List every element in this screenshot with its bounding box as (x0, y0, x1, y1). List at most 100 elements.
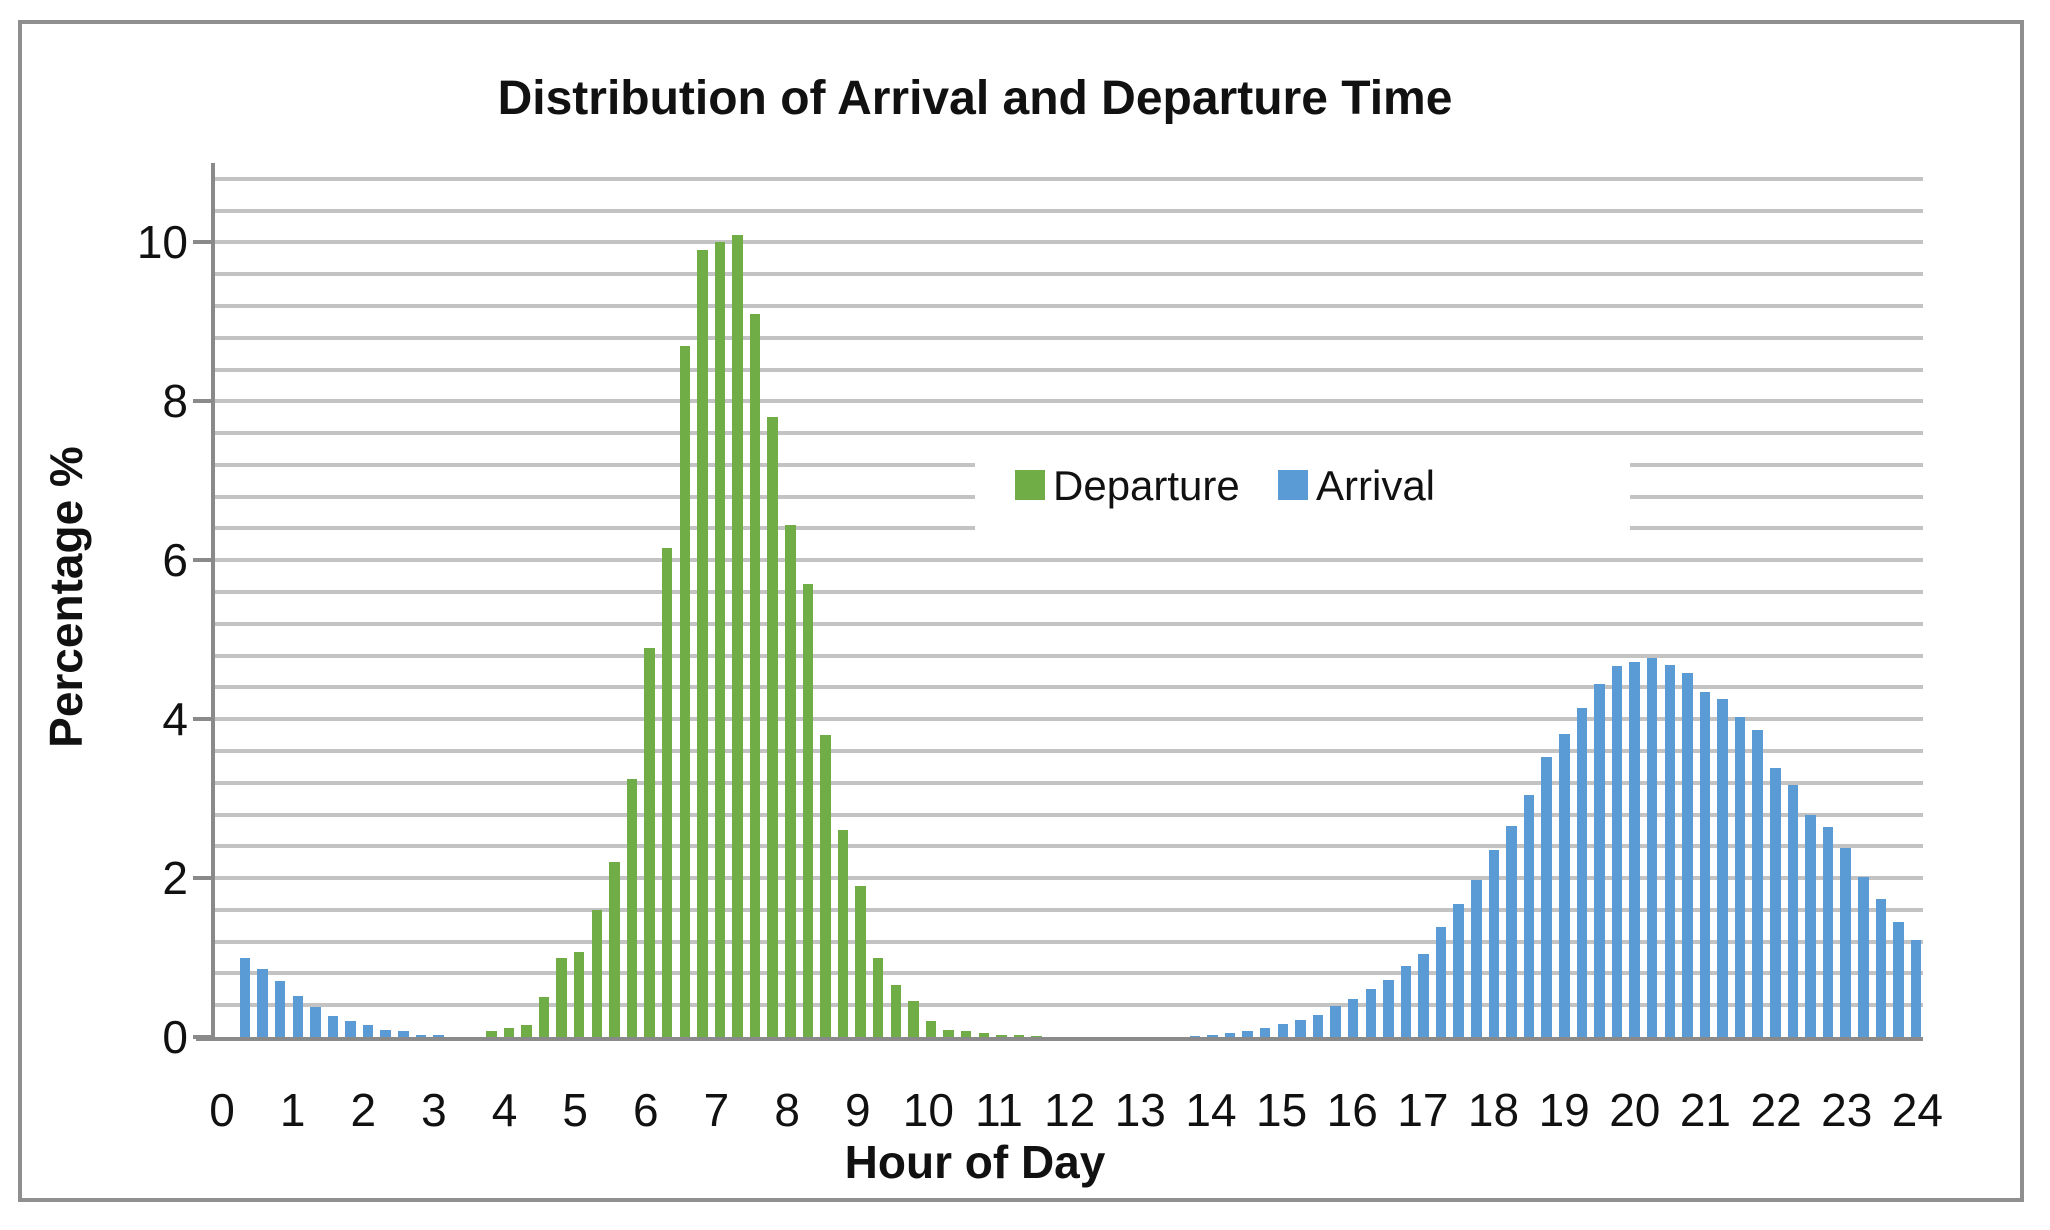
y-axis-tick (193, 717, 211, 722)
bar-arrival (1347, 998, 1359, 1037)
bar-departure (960, 1031, 972, 1037)
bar-departure (591, 909, 603, 1037)
bar-arrival (1805, 814, 1816, 1037)
y-axis-tick-label: 2 (162, 852, 188, 905)
bar-arrival (1312, 1014, 1324, 1037)
bar-departure (732, 234, 743, 1037)
bar-departure (820, 735, 831, 1037)
bar-arrival (239, 957, 251, 1037)
gridline (213, 939, 1923, 944)
y-axis-tick-label: 8 (162, 375, 188, 428)
bar-arrival (415, 1034, 427, 1037)
bar-arrival (1858, 876, 1869, 1037)
y-axis-tick (193, 558, 211, 563)
bar-arrival (1383, 979, 1394, 1037)
gridline (213, 717, 1923, 722)
x-axis-tick-label: 6 (633, 1084, 659, 1136)
bar-arrival (274, 981, 286, 1037)
bar-departure (767, 417, 778, 1037)
x-axis-tick-label: 22 (1750, 1084, 1802, 1136)
legend: Departure Arrival (975, 438, 1630, 532)
y-axis-line (211, 163, 215, 1041)
bar-arrival (1506, 825, 1517, 1037)
gridline (213, 304, 1923, 309)
x-axis-tick-label: 10 (902, 1084, 954, 1136)
legend-swatch-arrival (1278, 470, 1308, 500)
gridline (213, 399, 1923, 404)
gridline (213, 780, 1923, 785)
bar-arrival (1559, 734, 1570, 1037)
x-axis-tick-label: 14 (1185, 1084, 1237, 1136)
bar-arrival (1400, 965, 1412, 1037)
x-axis-tick-label: 8 (774, 1084, 800, 1136)
x-axis-tick-label: 1 (279, 1084, 306, 1136)
x-axis-tick-label: 23 (1821, 1084, 1873, 1136)
bar-arrival (362, 1025, 374, 1037)
bar-arrival (1453, 903, 1464, 1037)
x-axis-tick-label: 21 (1679, 1084, 1732, 1136)
chart-border (18, 20, 2024, 1202)
bar-departure (1031, 1036, 1042, 1037)
y-axis-tick (193, 876, 211, 881)
bar-arrival (1541, 756, 1552, 1037)
bar-arrival (327, 1015, 339, 1037)
bar-arrival (1629, 661, 1640, 1037)
bar-arrival (1910, 940, 1922, 1037)
x-axis-tick-label: 16 (1326, 1084, 1378, 1136)
bar-departure (978, 1033, 990, 1037)
bar-arrival (310, 1006, 321, 1037)
gridline (213, 812, 1923, 817)
bar-arrival (1594, 684, 1605, 1037)
bar-departure (486, 1031, 497, 1037)
x-axis-tick-label: 5 (562, 1084, 588, 1136)
bar-departure (573, 951, 585, 1037)
gridline (213, 876, 1923, 881)
y-axis-tick-label: 6 (162, 534, 188, 587)
bar-arrival (1822, 827, 1834, 1037)
y-axis-tick-label: 10 (136, 216, 188, 269)
bar-arrival (257, 969, 268, 1037)
bar-arrival (1646, 658, 1658, 1037)
bar-arrival (1435, 927, 1447, 1037)
gridline (213, 590, 1923, 595)
chart-title: Distribution of Arrival and Departure Ti… (497, 72, 1453, 125)
gridline (213, 748, 1923, 753)
legend-swatch-departure (1015, 470, 1045, 500)
bar-departure (644, 647, 655, 1037)
bar-departure (1013, 1035, 1025, 1037)
bar-arrival (1471, 879, 1482, 1037)
x-axis-tick-label: 4 (491, 1084, 518, 1136)
bar-departure (538, 997, 550, 1037)
bar-departure (802, 584, 814, 1037)
bar-arrival (1418, 953, 1429, 1037)
bar-departure (855, 886, 866, 1037)
x-axis-tick-label: 2 (350, 1084, 377, 1136)
bar-arrival (1277, 1024, 1289, 1037)
bar-arrival (1840, 847, 1851, 1037)
bar-arrival (398, 1031, 409, 1037)
gridline (213, 844, 1923, 849)
bar-arrival (1699, 692, 1711, 1037)
bar-arrival (1717, 699, 1728, 1037)
x-axis-tick-label: 11 (975, 1084, 1023, 1136)
bar-arrival (1207, 1034, 1218, 1037)
bar-arrival (345, 1021, 356, 1037)
x-axis-tick-label: 13 (1114, 1084, 1166, 1136)
y-axis-tick (193, 240, 211, 245)
bar-departure (661, 548, 673, 1037)
gridline (213, 431, 1923, 436)
bar-arrival (1752, 730, 1763, 1037)
bar-departure (996, 1034, 1007, 1037)
bar-departure (749, 313, 761, 1037)
bar-departure (837, 830, 849, 1037)
x-axis-tick-label: 19 (1538, 1084, 1590, 1136)
x-axis-title: Hour of Day (844, 1136, 1106, 1188)
x-axis-tick-label: 18 (1467, 1084, 1520, 1136)
bar-departure (872, 957, 884, 1037)
y-axis-tick (193, 1035, 211, 1039)
bar-departure (714, 242, 726, 1037)
bar-arrival (1787, 785, 1799, 1037)
x-axis-tick-label: 9 (844, 1084, 871, 1136)
bar-arrival (1576, 708, 1588, 1037)
